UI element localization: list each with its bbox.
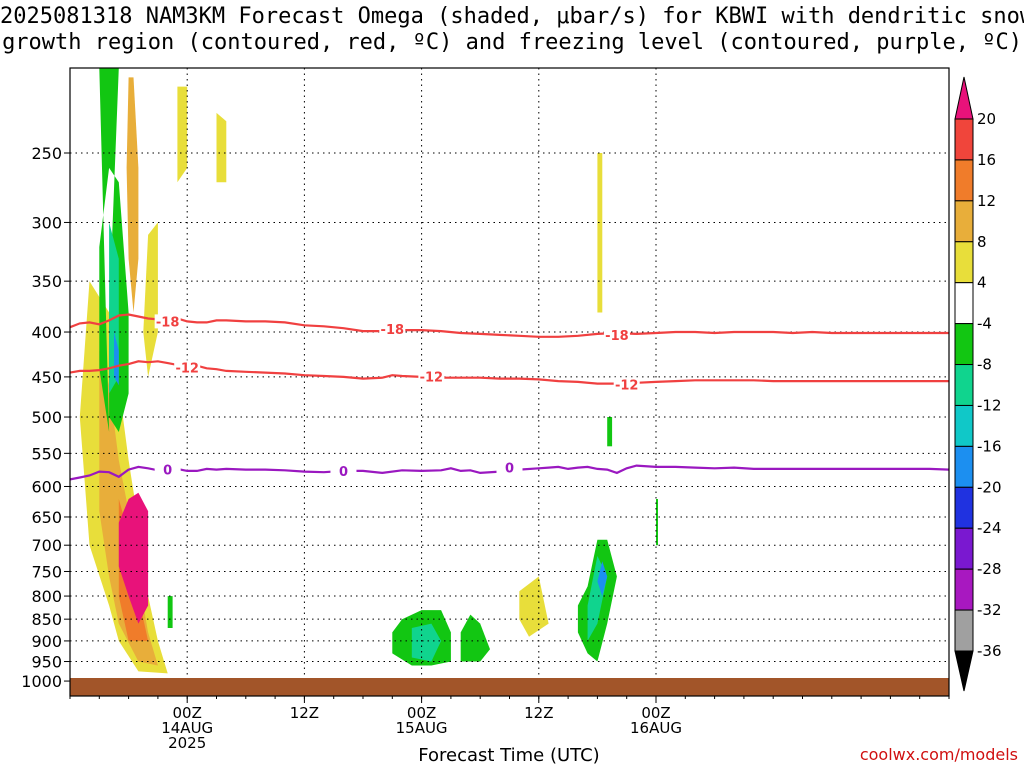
colorbar-label-11: -28: [977, 560, 1002, 578]
y-tick-label-700: 700: [31, 536, 62, 555]
y-tick-label-850: 850: [31, 610, 62, 629]
contour-label-bg: [418, 369, 445, 384]
contour-label--12-1: -12: [420, 371, 444, 386]
omega-region-5: [143, 222, 158, 377]
contour-label-bg: [330, 464, 357, 479]
contour-label-bg: [603, 327, 630, 342]
contour-label--12-2: -12: [615, 378, 639, 393]
x-axis-label: Forecast Time (UTC): [418, 745, 599, 766]
omega-region-1: [99, 350, 158, 666]
colorbar-swatch-10: [954, 527, 974, 570]
omega-region-20: [167, 596, 173, 628]
colorbar-swatch-6: [954, 364, 974, 406]
contour-label-bg: [613, 377, 640, 392]
y-tick-label-1000: 1000: [21, 672, 62, 691]
colorbar-swatch-4: [954, 282, 974, 325]
omega-region-9: [519, 576, 549, 637]
contour-label-0-2: 0: [505, 461, 514, 476]
contour-label-bg: [496, 460, 523, 475]
contour-label-0-1: 0: [339, 465, 348, 480]
contour-label-0-0: 0: [163, 463, 172, 478]
omega-region-13: [114, 332, 119, 386]
colorbar-label-1: 16: [977, 151, 996, 169]
credit-text: coolwx.com/models: [860, 745, 1018, 764]
ground-surface: [70, 678, 949, 696]
colorbar-label-7: -12: [977, 396, 1002, 414]
chart-title-line2: growth region (contoured, red, ºC) and f…: [2, 30, 1022, 55]
colorbar-label-5: -4: [977, 315, 992, 333]
colorbar-label-6: -8: [977, 356, 992, 374]
colorbar-label-4: 4: [977, 274, 987, 292]
contour-label-bg: [154, 314, 181, 329]
plot-frame: [69, 67, 950, 697]
y-tick-label-250: 250: [31, 144, 62, 163]
y-tick-label-300: 300: [31, 213, 62, 232]
colorbar-label-8: -16: [977, 437, 1002, 455]
colorbar-label-2: 12: [977, 192, 996, 210]
colorbar-min-triangle: [954, 650, 974, 692]
colorbar-swatch-8: [954, 445, 974, 488]
colorbar: 20 16 12 8 4 -4 -8 -12 -16 -20 -24 -28 -32 -36: [954, 76, 1002, 692]
x-tick-label-4-1: 16AUG: [630, 719, 682, 737]
colorbar-swatch-3: [954, 241, 974, 284]
y-tick-label-800: 800: [31, 587, 62, 606]
omega-region-22: [607, 417, 613, 447]
x-tick-label-1-0: 12Z: [290, 704, 319, 722]
omega-region-15: [411, 623, 442, 662]
colorbar-swatch-11: [954, 568, 974, 611]
y-tick-label-650: 650: [31, 508, 62, 527]
x-tick-label-2-1: 15AUG: [396, 719, 448, 737]
colorbar-swatch-7: [954, 404, 974, 447]
omega-region-10: [597, 153, 603, 313]
x-tick-label-3-0: 12Z: [524, 704, 553, 722]
omega-region-16: [460, 614, 490, 662]
chart-title-line1: 2025081318 NAM3KM Forecast Omega (shaded…: [0, 4, 1024, 29]
contour-label--18-2: -18: [605, 329, 629, 344]
colorbar-swatch-5: [954, 323, 974, 366]
colorbar-label-9: -20: [977, 478, 1002, 496]
y-tick-label-350: 350: [31, 272, 62, 291]
omega-region-19: [597, 561, 608, 597]
x-tick-label-0-1: 14AUG: [161, 719, 213, 737]
contour-label-bg: [174, 360, 201, 375]
omega-region-4: [126, 77, 139, 313]
x-tick-label-2-0: 00Z: [407, 704, 436, 722]
contour-label--18-1: -18: [381, 323, 405, 338]
contour-label--12-0: -12: [175, 361, 199, 376]
omega-region-21: [656, 499, 658, 546]
colorbar-swatch-12: [954, 609, 974, 652]
y-tick-label-400: 400: [31, 323, 62, 342]
colorbar-label-0: 20: [977, 110, 996, 128]
y-tick-label-600: 600: [31, 477, 62, 496]
contour-label-bg: [154, 462, 181, 477]
y-tick-label-500: 500: [31, 408, 62, 427]
omega-region-7: [216, 112, 227, 183]
omega-region-3: [118, 492, 149, 624]
y-tick-label-900: 900: [31, 632, 62, 651]
colorbar-label-13: -36: [977, 642, 1002, 660]
colorbar-swatch-2: [954, 200, 974, 243]
y-tick-label-550: 550: [31, 444, 62, 463]
colorbar-swatch-1: [954, 159, 974, 202]
colorbar-swatch-0: [954, 118, 974, 161]
x-tick-label-4-0: 00Z: [641, 704, 670, 722]
colorbar-max-triangle: [954, 76, 974, 120]
y-tick-label-950: 950: [31, 653, 62, 672]
x-tick-label-0-2: 2025: [168, 734, 206, 752]
colorbar-swatch-9: [954, 486, 974, 529]
colorbar-label-3: 8: [977, 233, 987, 251]
omega-region-6: [177, 86, 188, 183]
x-tick-label-0-0: 00Z: [173, 704, 202, 722]
y-tick-label-750: 750: [31, 562, 62, 581]
contour-label-bg: [379, 322, 406, 337]
contour-label--18-0: -18: [156, 315, 180, 330]
y-tick-label-450: 450: [31, 368, 62, 387]
colorbar-label-12: -32: [977, 601, 1002, 619]
colorbar-label-10: -24: [977, 519, 1002, 537]
